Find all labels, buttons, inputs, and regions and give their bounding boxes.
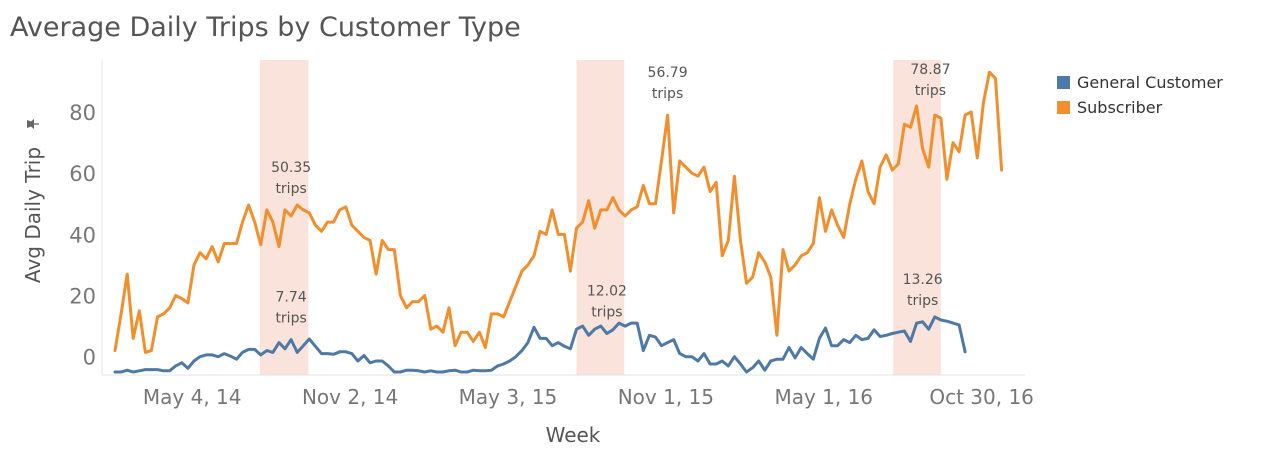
series-line-general-customer <box>113 315 967 374</box>
x-tick-label: Nov 1, 15 <box>618 385 714 409</box>
annotation-general-customer: 13.26 trips <box>903 272 943 309</box>
chart-title: Average Daily Trips by Customer Type <box>10 12 521 43</box>
annotation-value: 13.26 <box>903 272 943 288</box>
annotation-unit: trips <box>275 311 306 327</box>
annotation-general-customer: 12.02 trips <box>587 283 627 320</box>
y-tick-label: 20 <box>69 285 96 309</box>
x-axis-ticks: May 4, 14 Nov 2, 14 May 3, 15 Nov 1, 15 May … <box>143 385 1034 409</box>
x-tick-label: Oct 30, 16 <box>929 385 1034 409</box>
annotation-value: 12.02 <box>587 283 627 299</box>
y-tick-label: 0 <box>83 346 96 370</box>
x-tick-label: Nov 2, 14 <box>302 385 398 409</box>
x-tick-label: May 3, 15 <box>459 385 558 409</box>
y-axis-title: Avg Daily Trip <box>21 147 45 283</box>
y-axis-label: Avg Daily Trip <box>21 147 45 283</box>
y-tick-label: 80 <box>69 101 96 125</box>
annotation-unit: trips <box>907 293 938 309</box>
legend-swatch-subscriber <box>1057 101 1070 114</box>
annotation-value: 56.79 <box>648 65 688 81</box>
legend-item-subscriber: Subscriber <box>1057 95 1223 120</box>
y-tick-label: 60 <box>69 162 96 186</box>
annotation-value: 78.87 <box>910 62 950 78</box>
legend-label-general-customer: General Customer <box>1077 73 1223 92</box>
legend-swatch-general-customer <box>1057 76 1070 89</box>
annotation-unit: trips <box>915 83 946 99</box>
annotation-value: 50.35 <box>271 160 311 176</box>
annotation-unit: trips <box>275 181 306 197</box>
annotation-subscriber: 50.35 trips <box>271 160 311 197</box>
legend-label-subscriber: Subscriber <box>1077 98 1163 117</box>
x-axis-label: Week <box>546 423 601 447</box>
annotation-subscriber: 78.87 trips <box>910 62 950 99</box>
y-tick-label: 40 <box>69 223 96 247</box>
legend: General Customer Subscriber <box>1057 70 1223 120</box>
pin-icon <box>27 119 39 129</box>
x-tick-label: May 1, 16 <box>774 385 873 409</box>
annotation-value: 7.74 <box>276 290 307 306</box>
series-line-subscriber <box>113 70 1004 354</box>
y-axis-ticks: 0 20 40 60 80 <box>69 101 96 370</box>
annotation-subscriber: 56.79 trips <box>648 65 688 102</box>
legend-item-general-customer: General Customer <box>1057 70 1223 95</box>
annotation-unit: trips <box>652 86 683 102</box>
annotation-general-customer: 7.74 trips <box>275 290 306 327</box>
series-lines <box>113 70 1004 374</box>
x-tick-label: May 4, 14 <box>143 385 242 409</box>
annotation-unit: trips <box>591 304 622 320</box>
annotations: 50.35trips7.74trips56.79trips12.02trips7… <box>271 62 950 327</box>
